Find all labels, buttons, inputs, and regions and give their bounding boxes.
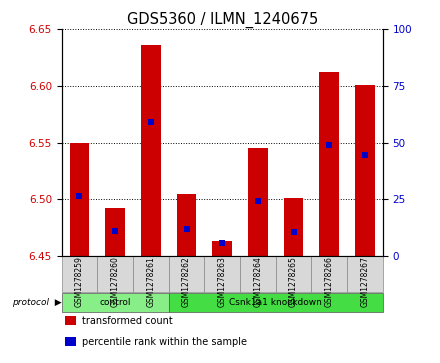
- Bar: [248, 148, 268, 256]
- Text: GSM1278265: GSM1278265: [289, 256, 298, 307]
- Bar: [355, 85, 375, 256]
- Bar: [65, 316, 76, 326]
- Bar: [240, 256, 276, 292]
- Text: GSM1278259: GSM1278259: [75, 256, 84, 307]
- Bar: [62, 256, 97, 292]
- Bar: [141, 45, 161, 256]
- Text: GSM1278263: GSM1278263: [218, 256, 227, 307]
- Text: control: control: [99, 298, 131, 307]
- Title: GDS5360 / ILMN_1240675: GDS5360 / ILMN_1240675: [127, 12, 318, 28]
- Bar: [284, 198, 304, 256]
- Bar: [62, 293, 169, 312]
- Bar: [177, 194, 196, 256]
- Bar: [319, 72, 339, 256]
- Text: GSM1278261: GSM1278261: [147, 256, 155, 307]
- Text: GSM1278262: GSM1278262: [182, 256, 191, 307]
- Text: protocol  ▶: protocol ▶: [12, 298, 62, 307]
- Text: GSM1278264: GSM1278264: [253, 256, 262, 307]
- Bar: [276, 256, 312, 292]
- Text: GSM1278260: GSM1278260: [110, 256, 120, 307]
- Text: Csnk1a1 knockdown: Csnk1a1 knockdown: [229, 298, 322, 307]
- Bar: [213, 241, 232, 256]
- Text: GSM1278266: GSM1278266: [325, 256, 334, 307]
- Bar: [70, 143, 89, 256]
- Text: percentile rank within the sample: percentile rank within the sample: [82, 337, 247, 347]
- Bar: [97, 256, 133, 292]
- Bar: [204, 256, 240, 292]
- Bar: [169, 256, 204, 292]
- Bar: [312, 256, 347, 292]
- Bar: [169, 293, 383, 312]
- Bar: [133, 256, 169, 292]
- Text: GSM1278267: GSM1278267: [360, 256, 370, 307]
- Bar: [347, 256, 383, 292]
- Bar: [65, 337, 76, 346]
- Text: transformed count: transformed count: [82, 315, 173, 326]
- Bar: [105, 208, 125, 256]
